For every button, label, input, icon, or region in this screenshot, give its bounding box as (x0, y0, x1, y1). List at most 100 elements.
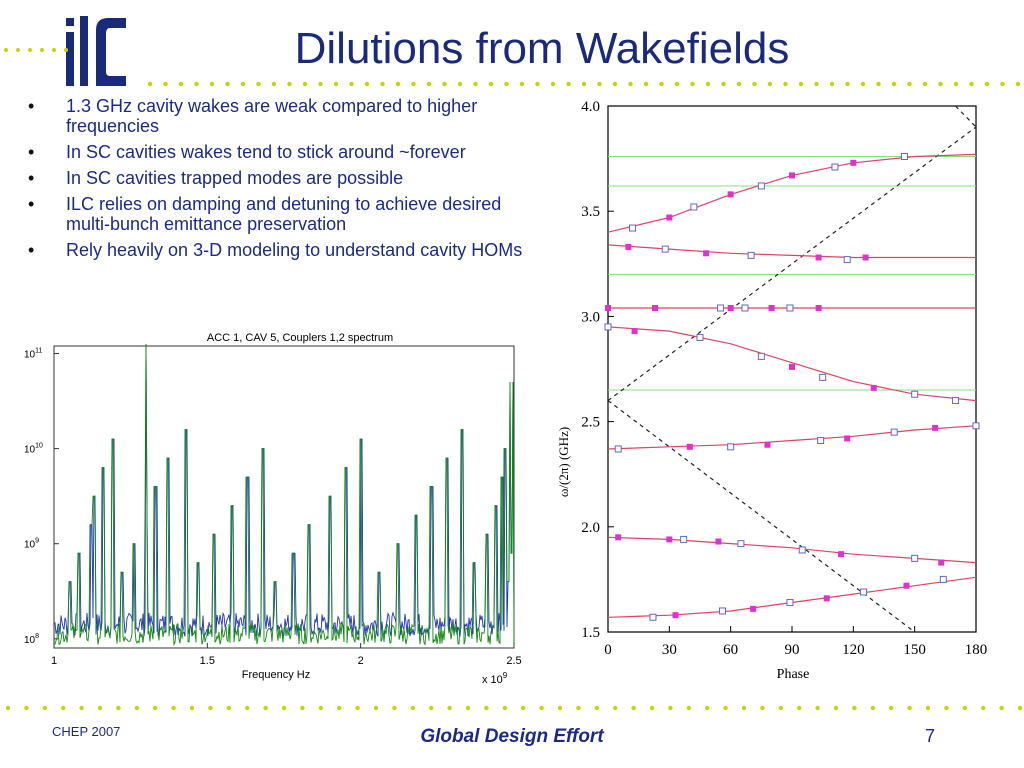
spectrum-chart: ACC 1, CAV 5, Couplers 1,2 spectrum 1 1.5… (24, 332, 522, 686)
list-item: • 1.3 GHz cavity wakes are weak compared … (28, 96, 478, 136)
divider-dot (355, 705, 360, 711)
x-tick-label: 30 (662, 642, 677, 658)
open-marker (727, 443, 735, 451)
list-item: • ILC relies on damping and detuning to a… (28, 194, 502, 234)
open-marker (716, 304, 724, 312)
open-marker (798, 546, 806, 554)
divider-dot (426, 81, 432, 87)
divider-dot (922, 81, 928, 87)
x-tick-label: 1.5 (200, 655, 215, 667)
y-tick-label: 3.0 (581, 309, 600, 325)
spectrum-xlabel: Frequency Hz (242, 669, 310, 681)
divider-dot (1015, 81, 1021, 87)
divider-dot (783, 81, 788, 87)
divider-dot (40, 48, 44, 52)
open-marker (649, 613, 657, 621)
divider-dot (628, 81, 633, 87)
divider-dot (410, 705, 415, 711)
divider-dot (576, 705, 581, 711)
divider-dot (473, 81, 478, 87)
band-curve (607, 425, 977, 450)
divider-dot (163, 81, 168, 87)
divider-dot (61, 705, 66, 711)
dispersion-xlabel: Phase (777, 667, 810, 682)
x-tick-label: 60 (723, 642, 738, 658)
divider-dot (999, 705, 1004, 711)
y-tick-label: 2.0 (581, 520, 600, 536)
divider-dot (504, 81, 509, 87)
divider-dot (741, 705, 747, 711)
divider-dot (535, 81, 540, 87)
open-marker (757, 182, 765, 190)
divider-dot (907, 81, 912, 87)
divider-dot (256, 81, 261, 87)
y-tick-label: 1010 (24, 443, 43, 456)
filled-marker (938, 559, 945, 566)
spectrum-series-blue (53, 343, 515, 637)
divider-dot (778, 705, 783, 711)
divider-dot (594, 705, 599, 711)
divider-dot (944, 705, 949, 711)
filled-marker (672, 612, 679, 619)
open-marker (939, 575, 947, 583)
divider-dot (178, 81, 184, 87)
divider-dot (318, 705, 323, 711)
divider-dot (380, 81, 385, 87)
divider-dot (411, 81, 416, 87)
divider-dot (225, 81, 230, 87)
open-marker (690, 203, 698, 211)
x-tick-label: 1 (51, 655, 57, 667)
divider-dot (891, 81, 897, 87)
filled-marker (652, 304, 659, 311)
open-marker (629, 224, 637, 232)
divider-dot (814, 81, 819, 87)
filled-marker (727, 304, 734, 311)
divider-dot (550, 81, 556, 87)
open-marker (860, 588, 868, 596)
divider-dot (457, 81, 463, 87)
divider-dot (1000, 81, 1005, 87)
open-marker (831, 163, 839, 171)
divider-dot (613, 705, 618, 711)
divider-dot (845, 81, 850, 87)
filled-marker (686, 443, 693, 450)
filled-marker (823, 595, 830, 602)
divider-dot (16, 48, 20, 52)
divider-dot (395, 81, 401, 87)
divider-dot (447, 705, 452, 711)
filled-marker (764, 441, 771, 448)
divider-dot (263, 705, 268, 711)
divider-dot (674, 81, 680, 87)
filled-marker (631, 328, 638, 335)
divider-dot (171, 705, 176, 711)
divider-dot (797, 705, 802, 711)
divider-dot (442, 81, 447, 87)
divider-dot (28, 48, 32, 52)
filled-marker (666, 214, 673, 221)
open-marker (757, 352, 765, 360)
open-marker (680, 535, 688, 543)
open-marker (604, 323, 612, 331)
divider-dot (539, 705, 544, 711)
open-marker (911, 390, 919, 398)
open-marker (890, 428, 898, 436)
divider-dot (962, 705, 967, 711)
x-tick-label: 90 (785, 642, 800, 658)
filled-marker (870, 384, 877, 391)
filled-marker (844, 435, 851, 442)
open-marker (952, 397, 960, 405)
filled-marker (703, 250, 710, 257)
divider-dot (134, 705, 139, 711)
divider-dot (566, 81, 571, 87)
filled-marker (625, 243, 632, 250)
divider-dot (5, 705, 11, 711)
divider-dot (686, 705, 691, 711)
x-tick-label: 2 (358, 655, 364, 667)
divider-dot (860, 81, 866, 87)
list-item: • In SC cavities trapped modes are possib… (28, 168, 404, 188)
divider-dot (349, 81, 354, 87)
divider-dot (240, 81, 246, 87)
divider-dot (373, 705, 379, 711)
divider-dot (925, 705, 931, 711)
filled-marker (932, 424, 939, 431)
